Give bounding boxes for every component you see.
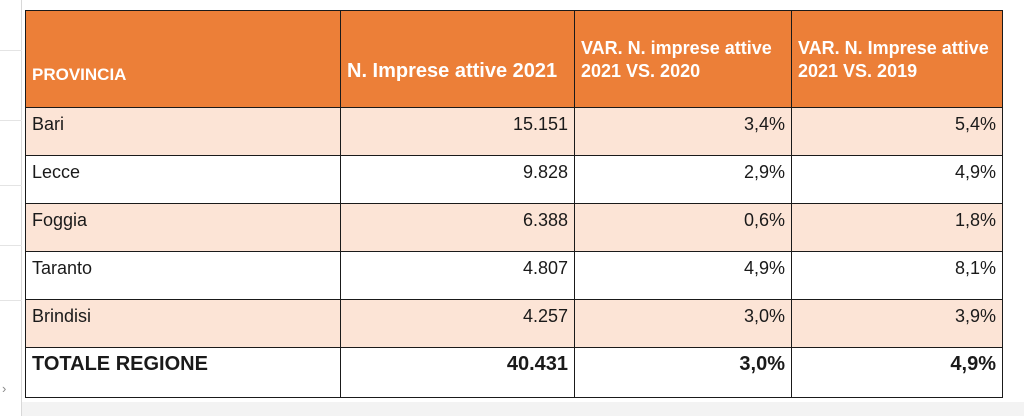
header-var-2020: VAR. N. imprese attive 2021 VS. 2020 bbox=[574, 10, 792, 108]
cell-var-2020: 3,0% bbox=[574, 299, 792, 348]
header-var-2019: VAR. N. Imprese attive 2021 VS. 2019 bbox=[791, 10, 1003, 108]
cell-provincia: Lecce bbox=[25, 155, 341, 204]
header-provincia: PROVINCIA bbox=[25, 10, 341, 108]
total-var-2020: 3,0% bbox=[574, 347, 792, 398]
cell-provincia: Foggia bbox=[25, 203, 341, 252]
table-row: Lecce 9.828 2,9% 4,9% bbox=[25, 155, 1003, 204]
cell-var-2020: 2,9% bbox=[574, 155, 792, 204]
table-row: Taranto 4.807 4,9% 8,1% bbox=[25, 251, 1003, 300]
cell-imprese: 4.807 bbox=[340, 251, 575, 300]
cell-var-2019: 1,8% bbox=[791, 203, 1003, 252]
total-imprese: 40.431 bbox=[340, 347, 575, 398]
gutter-divider bbox=[0, 185, 22, 186]
cell-provincia: Brindisi bbox=[25, 299, 341, 348]
cell-imprese: 9.828 bbox=[340, 155, 575, 204]
cell-var-2019: 5,4% bbox=[791, 107, 1003, 156]
cell-var-2019: 4,9% bbox=[791, 155, 1003, 204]
cell-imprese: 4.257 bbox=[340, 299, 575, 348]
cell-var-2019: 3,9% bbox=[791, 299, 1003, 348]
cell-imprese: 15.151 bbox=[340, 107, 575, 156]
cell-var-2020: 4,9% bbox=[574, 251, 792, 300]
total-var-2019: 4,9% bbox=[791, 347, 1003, 398]
table-row: Foggia 6.388 0,6% 1,8% bbox=[25, 203, 1003, 252]
table-row: Bari 15.151 3,4% 5,4% bbox=[25, 107, 1003, 156]
cell-var-2020: 3,4% bbox=[574, 107, 792, 156]
cell-var-2020: 0,6% bbox=[574, 203, 792, 252]
table-row: Brindisi 4.257 3,0% 3,9% bbox=[25, 299, 1003, 348]
left-gutter: › bbox=[0, 0, 22, 416]
table-header-row: PROVINCIA N. Imprese attive 2021 VAR. N.… bbox=[25, 10, 1003, 108]
header-imprese-attive: N. Imprese attive 2021 bbox=[340, 10, 575, 108]
document-sheet: PROVINCIA N. Imprese attive 2021 VAR. N.… bbox=[22, 0, 1024, 402]
cell-provincia: Bari bbox=[25, 107, 341, 156]
gutter-divider bbox=[0, 50, 22, 51]
cell-var-2019: 8,1% bbox=[791, 251, 1003, 300]
gutter-divider bbox=[0, 300, 22, 301]
cell-imprese: 6.388 bbox=[340, 203, 575, 252]
provinces-table: PROVINCIA N. Imprese attive 2021 VAR. N.… bbox=[25, 10, 1003, 398]
gutter-divider bbox=[0, 120, 22, 121]
chevron-right-icon[interactable]: › bbox=[2, 381, 7, 396]
table-total-row: TOTALE REGIONE 40.431 3,0% 4,9% bbox=[25, 347, 1003, 398]
gutter-divider bbox=[0, 245, 22, 246]
cell-provincia: Taranto bbox=[25, 251, 341, 300]
total-label: TOTALE REGIONE bbox=[25, 347, 341, 398]
